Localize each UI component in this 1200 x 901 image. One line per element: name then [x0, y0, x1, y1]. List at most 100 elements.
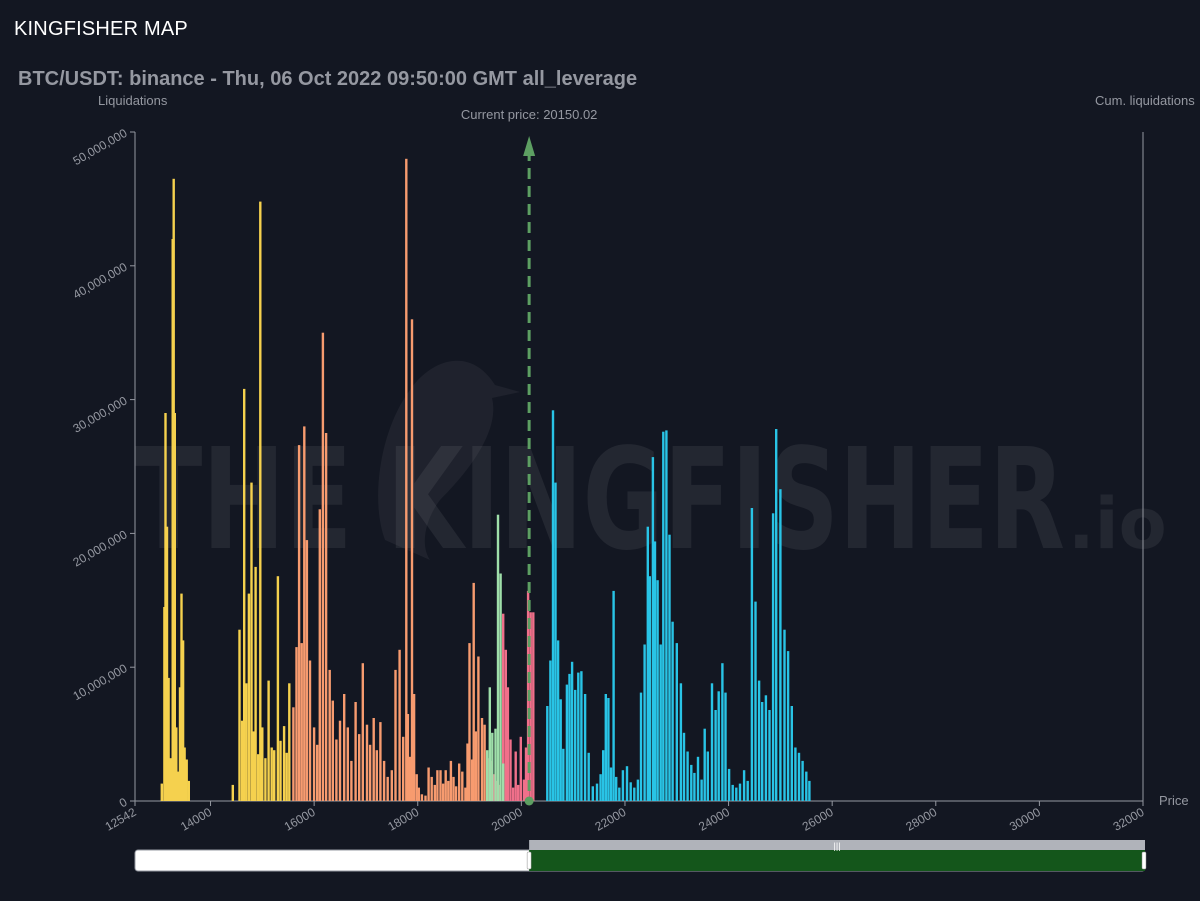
liquidation-bar	[386, 776, 389, 801]
x-tick-label: 22000	[593, 805, 629, 834]
liquidation-bar	[710, 683, 714, 801]
liquidation-bar	[461, 771, 464, 801]
liquidation-bar	[522, 779, 526, 801]
liquidation-bar	[285, 752, 288, 801]
liquidation-bar	[529, 612, 532, 801]
liquidation-bar	[257, 754, 260, 801]
liquidation-bar	[794, 747, 797, 801]
liquidation-bar	[254, 566, 257, 801]
liquidation-bar	[420, 794, 424, 801]
liquidation-bar	[175, 727, 178, 801]
liquidation-bar	[250, 482, 253, 801]
x-tick-label: 24000	[696, 805, 732, 834]
liquidation-bar	[297, 445, 301, 801]
liquidation-bar	[643, 644, 646, 801]
liquidation-bar	[288, 683, 291, 801]
liquidation-bar	[321, 332, 325, 801]
liquidation-bar	[790, 706, 793, 801]
liquidation-bar	[612, 590, 615, 801]
liquidation-bar	[488, 687, 491, 801]
liquidation-bar	[240, 720, 244, 801]
liquidation-bar	[410, 319, 414, 801]
liquidation-bar	[252, 731, 255, 801]
liquidation-bar	[406, 714, 410, 801]
liquidation-bar	[382, 760, 386, 801]
liquidation-bar	[686, 751, 689, 801]
liquidation-bar	[318, 509, 321, 801]
range-selector[interactable]: |||	[134, 840, 1147, 872]
liquidation-bar	[180, 593, 183, 801]
liquidation-bar	[764, 695, 768, 801]
liquidation-bar	[771, 513, 775, 801]
liquidation-bar	[738, 783, 742, 801]
scrollbar-grip-icon[interactable]: |||	[834, 841, 841, 851]
liquidation-bar	[282, 726, 286, 801]
current-price-arrow-icon	[523, 136, 536, 156]
liquidation-bar	[735, 787, 738, 801]
liquidation-bar	[779, 489, 782, 801]
liquidation-bar	[583, 694, 587, 801]
liquidation-bar	[247, 593, 251, 801]
range-handle-right[interactable]	[1141, 851, 1147, 870]
liquidation-bar	[746, 780, 749, 801]
liquidation-bar	[682, 732, 686, 801]
y-tick-label: 10,000,000	[70, 661, 129, 703]
liquidation-bar	[415, 774, 418, 801]
x-axis-label: Price	[1159, 793, 1189, 808]
liquidation-bar	[587, 752, 590, 801]
liquidation-bar	[648, 576, 651, 801]
liquidation-bar	[358, 734, 361, 801]
liquidation-bar	[580, 671, 583, 801]
liquidation-bar	[466, 743, 469, 801]
y2-axis-label: Cum. liquidations	[1095, 93, 1195, 108]
range-selector-scrollbar[interactable]	[529, 840, 1145, 850]
liquidation-bar	[243, 388, 246, 801]
kingfisher-bird-icon	[378, 360, 520, 560]
liquidation-bar	[742, 770, 746, 801]
x-tick-label: 20000	[489, 805, 525, 834]
liquidation-bar	[504, 649, 507, 801]
liquidation-bar	[494, 728, 497, 801]
liquidation-bar	[546, 706, 549, 801]
y-tick-label: 20,000,000	[70, 527, 129, 569]
liquidation-bar	[343, 694, 346, 801]
liquidation-bar	[511, 787, 515, 801]
liquidation-bar	[801, 760, 804, 801]
liquidation-bar	[261, 727, 264, 801]
liquidation-bar	[562, 748, 565, 801]
x-tick-label: 12542	[103, 805, 139, 834]
liquidation-bar	[621, 770, 625, 801]
watermark-suffix: .io	[1068, 483, 1167, 565]
liquidation-bar	[267, 680, 270, 801]
liquidation-bar	[408, 756, 412, 801]
liquidation-bar	[805, 771, 808, 801]
liquidation-bar	[568, 673, 571, 801]
liquidation-bar	[808, 780, 811, 801]
liquidation-bar	[338, 720, 342, 801]
liquidation-bar	[417, 787, 420, 801]
liquidation-bar	[350, 760, 353, 801]
liquidation-bar	[279, 740, 282, 801]
liquidation-bar	[604, 694, 607, 801]
liquidation-bar	[164, 413, 167, 801]
liquidation-bar	[167, 677, 170, 801]
liquidation-bar	[671, 621, 674, 801]
liquidation-bar	[609, 767, 613, 801]
liquidation-bar	[491, 732, 494, 801]
y-tick-label: 30,000,000	[70, 393, 129, 435]
liquidation-bar	[653, 541, 657, 801]
liquidation-bar	[768, 710, 771, 801]
liquidation-bar	[477, 656, 480, 801]
liquidation-bar	[551, 410, 555, 801]
liquidation-bar	[750, 508, 754, 801]
liquidation-bar	[554, 482, 557, 801]
liquidation-bar	[331, 700, 334, 801]
liquidation-bar	[173, 413, 176, 801]
liquidation-bar	[615, 776, 618, 801]
range-handle-left[interactable]	[526, 851, 532, 870]
liquidation-bar	[651, 457, 655, 801]
liquidation-bar	[783, 629, 786, 801]
y-axis-label: Liquidations	[98, 93, 168, 108]
liquidation-bar	[679, 683, 683, 801]
range-selector-window[interactable]	[529, 850, 1145, 871]
